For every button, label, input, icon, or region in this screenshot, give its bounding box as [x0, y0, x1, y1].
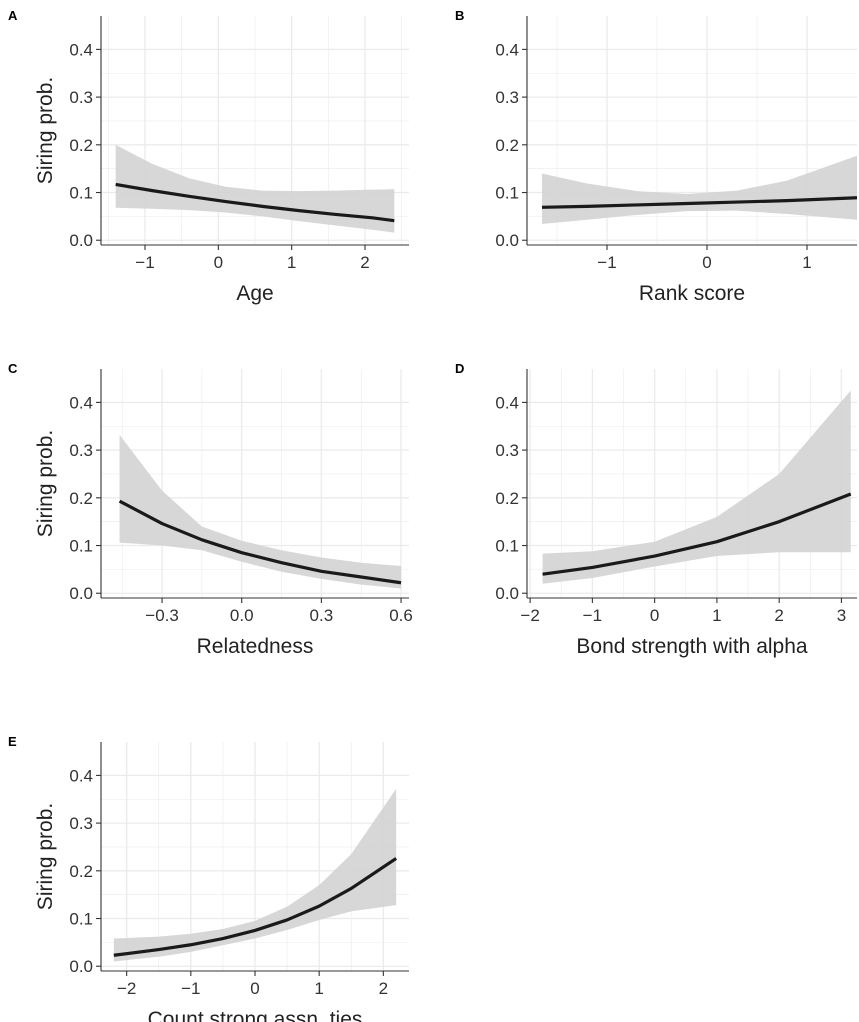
y-tick-label-b: 0.2	[495, 136, 519, 155]
confidence-band-e	[113, 788, 397, 962]
y-tick-label-d: 0.2	[495, 489, 519, 508]
x-tick-label-e: −2	[117, 979, 136, 998]
y-tick-label-a: 0.4	[69, 40, 93, 59]
confidence-band-a	[115, 144, 395, 233]
x-tick-label-a: 0	[214, 253, 223, 272]
y-tick-label-a: 0.3	[69, 88, 93, 107]
y-tick-label-b: 0.1	[495, 184, 519, 203]
panel-a: A −1 0 1 2 0.0 0.1 0.2 0.3 0.4 Age Siring prob.	[8, 8, 409, 305]
x-tick-label-e: 1	[314, 979, 323, 998]
x-tick-label-e: 0	[250, 979, 259, 998]
x-tick-label-c: 0.3	[310, 606, 334, 625]
x-tick-label-e: 2	[379, 979, 388, 998]
panel-label-e: E	[8, 734, 17, 749]
x-axis-title-a: Age	[236, 282, 273, 305]
x-tick-label-d: −2	[520, 606, 539, 625]
y-tick-label-b: 0.3	[495, 88, 519, 107]
x-tick-label-d: 1	[712, 606, 721, 625]
panel-label-c: C	[8, 361, 18, 376]
y-tick-label-c: 0.2	[69, 489, 93, 508]
y-tick-label-d: 0.1	[495, 537, 519, 556]
x-tick-label-c: 0.0	[230, 606, 254, 625]
x-tick-label-b: 1	[802, 253, 811, 272]
y-tick-label-b: 0.4	[495, 40, 519, 59]
fit-line-e	[113, 857, 398, 957]
y-tick-label-d: 0.4	[495, 393, 519, 412]
y-axis-title-c: Siring prob.	[34, 430, 57, 537]
x-tick-label-d: −1	[583, 606, 602, 625]
panel-c: C −0.3 0.0 0.3 0.6 0.0 0.1 0.2 0.3 0.4 Relatedness…	[8, 361, 413, 658]
x-tick-label-c: 0.6	[389, 606, 413, 625]
x-axis-title-b: Rank score	[639, 282, 745, 305]
y-tick-label-e: 0.4	[69, 766, 93, 785]
y-tick-label-a: 0.0	[69, 231, 93, 250]
panel-label-b: B	[455, 8, 464, 23]
x-tick-label-d: 2	[774, 606, 783, 625]
x-tick-label-c: −0.3	[145, 606, 179, 625]
x-tick-label-b: −1	[597, 253, 616, 272]
y-tick-label-c: 0.1	[69, 537, 93, 556]
panel-label-d: D	[455, 361, 464, 376]
panel-b: B −1 0 1 0.0 0.1 0.2 0.3 0.4 Rank score	[455, 8, 858, 305]
y-tick-label-e: 0.3	[69, 814, 93, 833]
fit-line-b	[541, 196, 858, 209]
x-axis-title-d: Bond strength with alpha	[576, 635, 807, 658]
x-tick-label-a: −1	[135, 253, 154, 272]
y-tick-label-d: 0.0	[495, 584, 519, 603]
fit-line-d	[542, 492, 852, 576]
x-tick-label-d: 0	[650, 606, 659, 625]
x-axis-title-c: Relatedness	[197, 635, 314, 658]
x-tick-label-a: 1	[287, 253, 296, 272]
x-tick-label-b: 0	[702, 253, 711, 272]
y-tick-label-e: 0.2	[69, 862, 93, 881]
x-tick-label-d: 3	[837, 606, 846, 625]
y-tick-label-c: 0.4	[69, 393, 93, 412]
y-axis-title-a: Siring prob.	[34, 77, 57, 184]
x-axis-title-e: Count strong assn. ties	[148, 1008, 363, 1022]
y-tick-label-d: 0.3	[495, 441, 519, 460]
y-tick-label-e: 0.1	[69, 910, 93, 929]
confidence-band-d	[542, 390, 851, 584]
y-tick-label-c: 0.3	[69, 441, 93, 460]
y-tick-label-a: 0.1	[69, 184, 93, 203]
y-axis-title-e: Siring prob.	[34, 803, 57, 910]
fit-line-c	[118, 499, 402, 585]
y-tick-label-c: 0.0	[69, 584, 93, 603]
y-tick-label-b: 0.0	[495, 231, 519, 250]
x-tick-label-a: 2	[360, 253, 369, 272]
panel-label-a: A	[8, 8, 18, 23]
panel-e: E −2 −1 0 1 2 0.0 0.1 0.2 0.3 0.4 Count strong assn…	[8, 734, 409, 1022]
x-tick-label-e: −1	[181, 979, 200, 998]
y-tick-label-a: 0.2	[69, 136, 93, 155]
fit-line-a	[115, 182, 395, 223]
y-tick-label-e: 0.0	[69, 957, 93, 976]
panel-d: D −2 −1 0 1 2 3 0.0 0.1 0.2 0.3 0.4 Bond strength wi…	[455, 361, 857, 658]
